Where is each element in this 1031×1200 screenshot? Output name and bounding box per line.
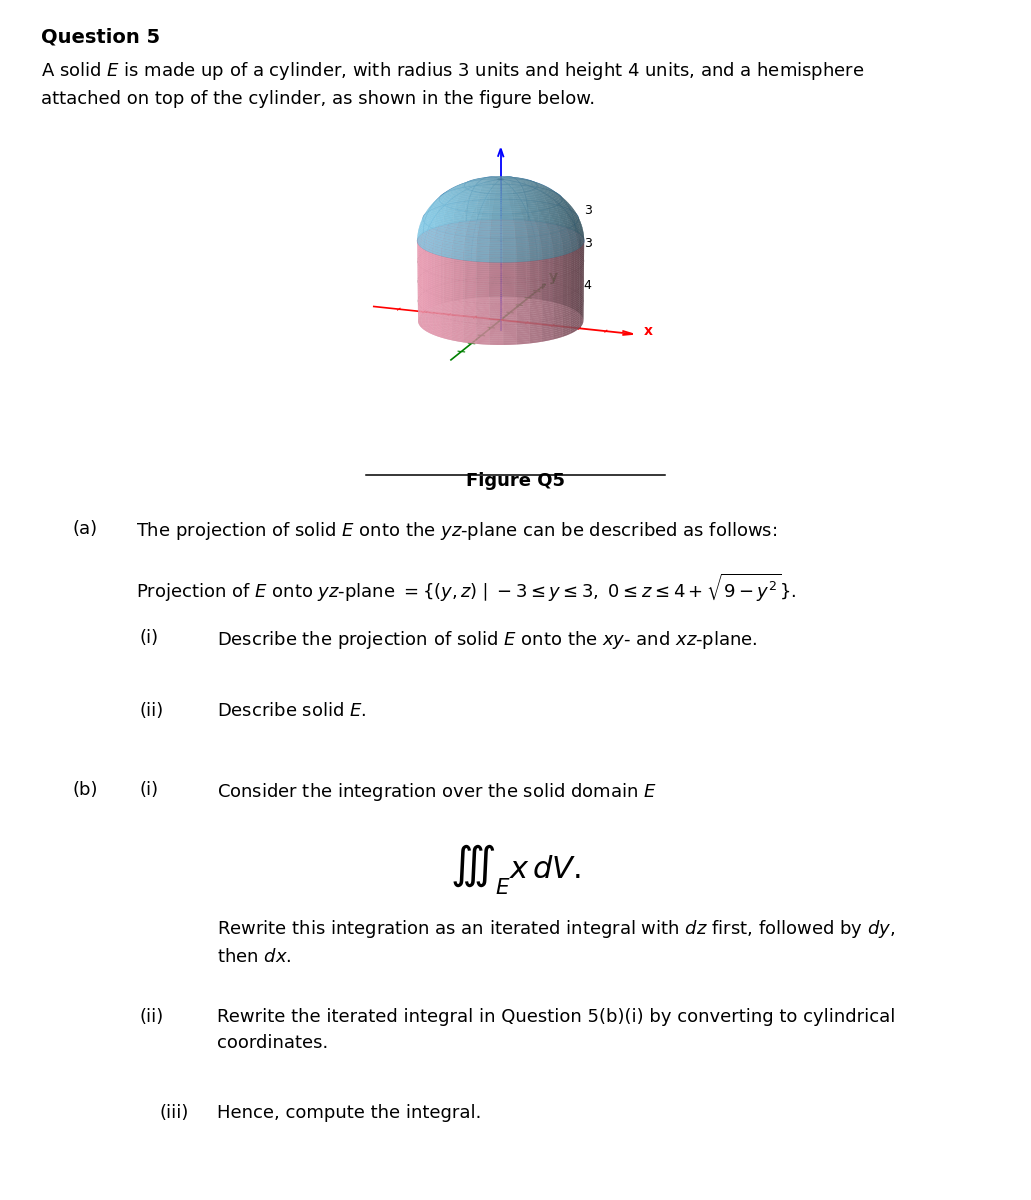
Text: (ii): (ii) <box>139 702 164 720</box>
Text: Rewrite this integration as an iterated integral with $dz$ first, followed by $d: Rewrite this integration as an iterated … <box>217 918 895 966</box>
Text: (i): (i) <box>139 629 159 647</box>
Text: The projection of solid $E$ onto the $yz$-plane can be described as follows:: The projection of solid $E$ onto the $yz… <box>136 520 777 541</box>
Text: Describe solid $E$.: Describe solid $E$. <box>217 702 366 720</box>
Text: Describe the projection of solid $E$ onto the $xy$- and $xz$-plane.: Describe the projection of solid $E$ ont… <box>217 629 757 650</box>
Text: Projection of $E$ onto $yz$-plane $=\{(y,z)\mid -3\leq y\leq 3,\ 0\leq z\leq 4+\: Projection of $E$ onto $yz$-plane $=\{(y… <box>136 571 796 604</box>
Text: Hence, compute the integral.: Hence, compute the integral. <box>217 1104 480 1122</box>
Text: Rewrite the iterated integral in Question 5(b)(i) by converting to cylindrical
c: Rewrite the iterated integral in Questio… <box>217 1008 895 1051</box>
Text: (iii): (iii) <box>160 1104 189 1122</box>
Text: (b): (b) <box>72 781 98 799</box>
Text: (ii): (ii) <box>139 1008 164 1026</box>
Text: (a): (a) <box>72 520 97 538</box>
Text: (i): (i) <box>139 781 159 799</box>
Text: Figure Q5: Figure Q5 <box>466 472 565 490</box>
Text: Consider the integration over the solid domain $E$: Consider the integration over the solid … <box>217 781 657 803</box>
Text: Question 5: Question 5 <box>41 28 161 47</box>
Text: A solid $E$ is made up of a cylinder, with radius 3 units and height 4 units, an: A solid $E$ is made up of a cylinder, wi… <box>41 60 865 108</box>
Text: $\iiint_E x\,dV.$: $\iiint_E x\,dV.$ <box>450 842 581 898</box>
